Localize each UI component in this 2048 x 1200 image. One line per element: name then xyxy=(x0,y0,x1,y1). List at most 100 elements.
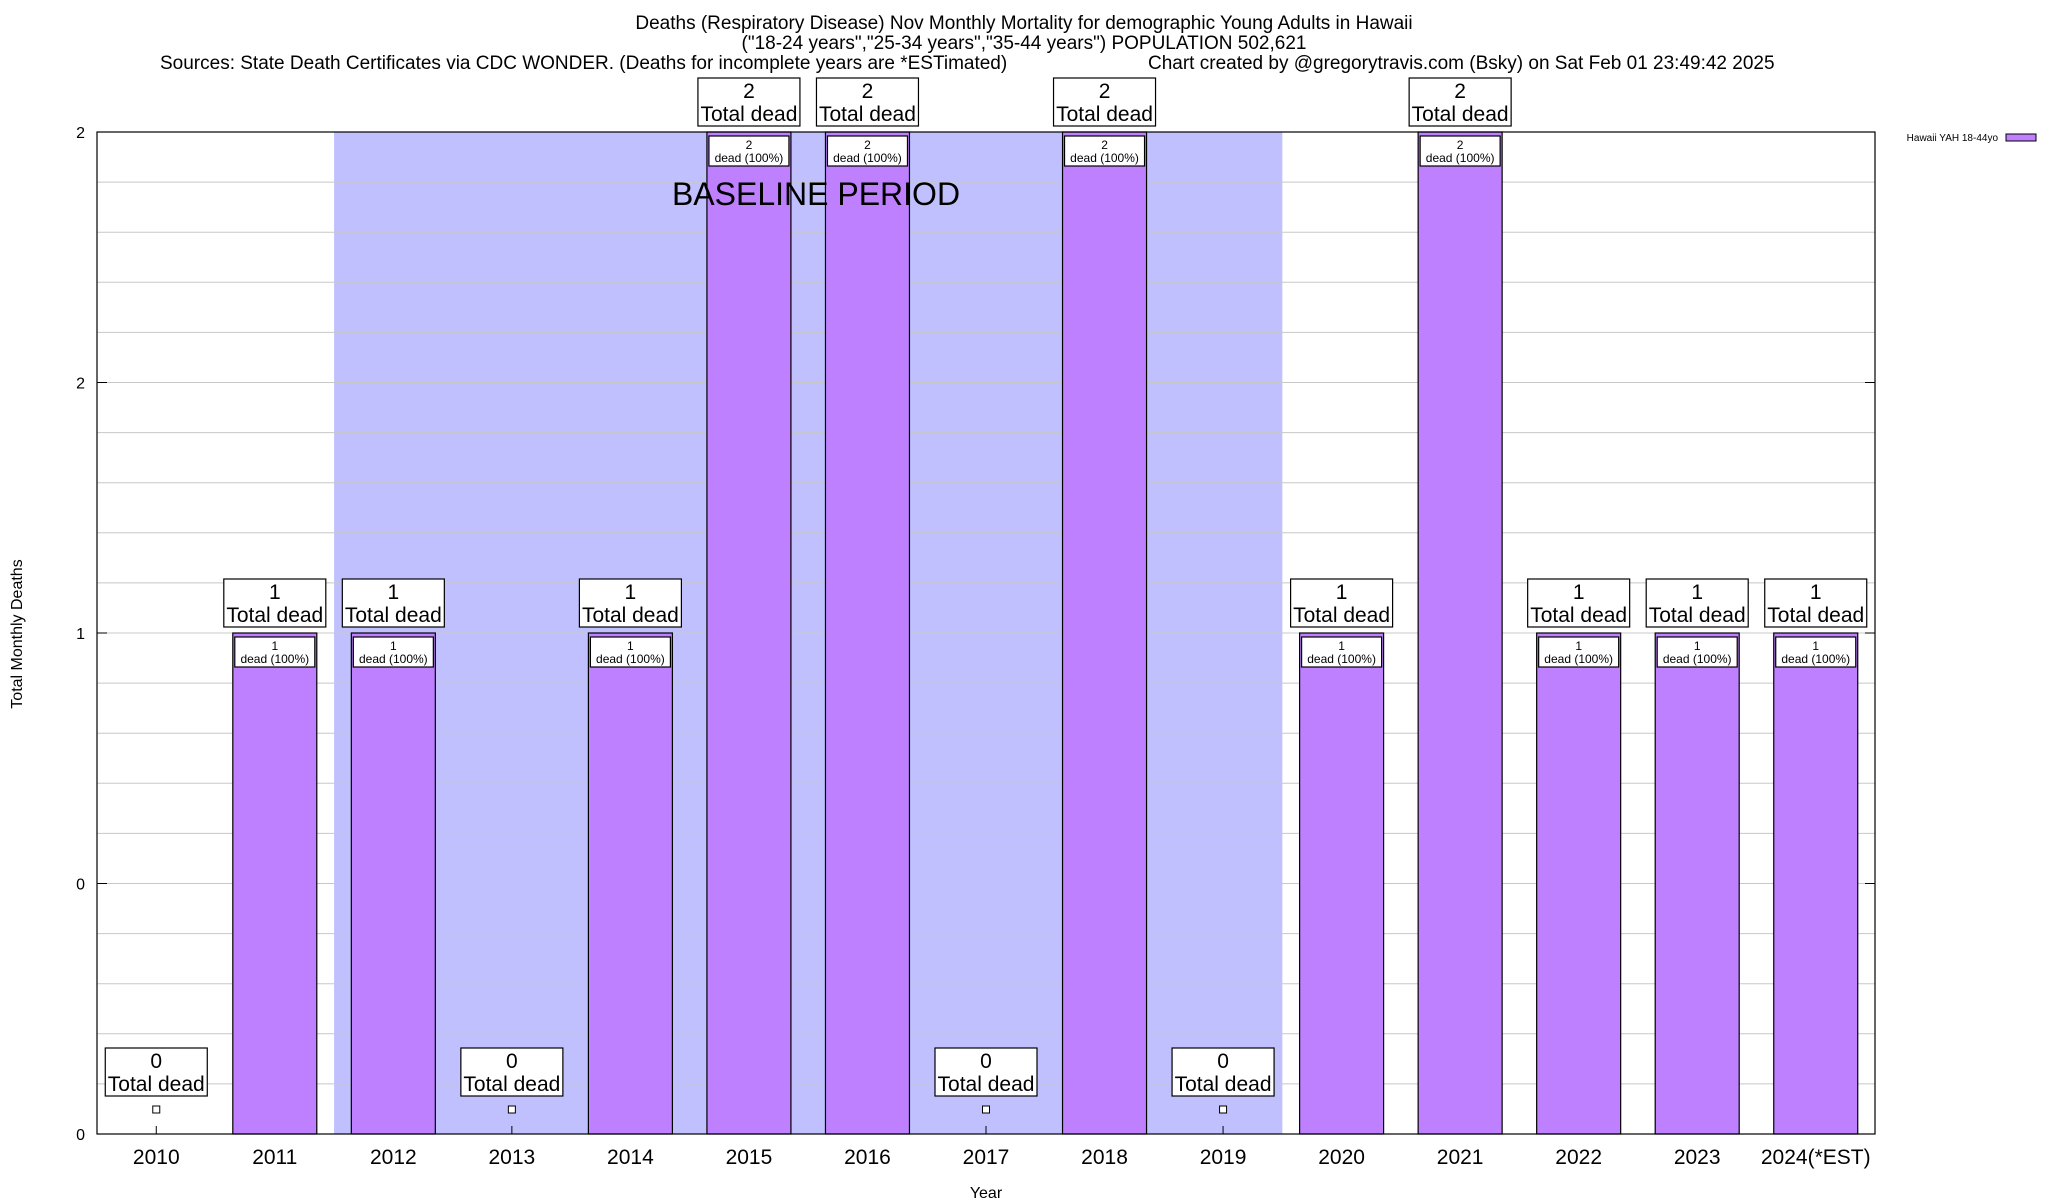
bar-inner-label: dead (100%) xyxy=(1663,652,1732,666)
bar-total-value: 2 xyxy=(1099,80,1111,103)
bar xyxy=(350,632,436,1135)
bar-inner-label-box xyxy=(234,636,316,668)
bar-total-value: 1 xyxy=(1573,581,1585,604)
bar-total-label: Total dead xyxy=(1767,604,1864,627)
bar-total-label-box xyxy=(1171,1047,1275,1097)
bar-total-label-box xyxy=(1527,578,1631,628)
bar-total-value: 1 xyxy=(625,581,637,604)
bar-inner-label: dead (100%) xyxy=(596,652,665,666)
bar-total-value: 0 xyxy=(150,1050,162,1073)
x-tick-label: 2018 xyxy=(1081,1146,1128,1169)
bar-total-value: 1 xyxy=(269,581,281,604)
bar-inner-count: 2 xyxy=(864,138,871,152)
bar-total-value: 0 xyxy=(506,1050,518,1073)
x-tick-label: 2019 xyxy=(1200,1146,1247,1169)
bar-inner-label-box xyxy=(1538,636,1620,668)
bar-total-label: Total dead xyxy=(1649,604,1746,627)
bar-total-label-box xyxy=(815,77,920,127)
bar xyxy=(587,632,674,1135)
x-tick-label: 2017 xyxy=(963,1146,1010,1169)
x-tick-label: 2012 xyxy=(370,1146,417,1169)
x-tick-label: 2020 xyxy=(1318,1146,1365,1169)
y-tick-label: 1 xyxy=(76,626,85,643)
bar-total-label: Total dead xyxy=(1175,1073,1272,1096)
bar-inner-label: dead (100%) xyxy=(1781,652,1850,666)
bar xyxy=(232,632,318,1135)
bar-inner-label: dead (100%) xyxy=(1426,151,1495,165)
bar-total-label: Total dead xyxy=(463,1073,560,1096)
baseline-period-label: BASELINE PERIOD xyxy=(672,176,960,212)
bar xyxy=(824,131,911,1135)
zero-value-marker xyxy=(152,1105,161,1114)
bar-total-label: Total dead xyxy=(700,103,797,126)
x-tick-label: 2014 xyxy=(607,1146,654,1169)
chart-credit: Chart created by @gregorytravis.com (Bsk… xyxy=(1148,53,1775,74)
bar-total-label-box xyxy=(934,1047,1038,1097)
legend-swatch xyxy=(2005,133,2037,142)
x-tick-label: 2021 xyxy=(1437,1146,1484,1169)
bar-total-label: Total dead xyxy=(345,604,442,627)
bar-total-value: 1 xyxy=(387,581,399,604)
bar-total-label: Total dead xyxy=(1412,103,1509,126)
x-tick-label: 2024(*EST) xyxy=(1761,1146,1871,1169)
bar-total-value: 0 xyxy=(1217,1050,1229,1073)
y-tick-label: 2 xyxy=(76,125,85,142)
zero-value-marker xyxy=(507,1105,516,1114)
bar-total-label: Total dead xyxy=(226,604,323,627)
bar-total-label: Total dead xyxy=(938,1073,1035,1096)
bar-inner-label: dead (100%) xyxy=(1307,652,1376,666)
bar-total-label-box xyxy=(460,1047,564,1097)
bar-inner-label-box xyxy=(708,135,790,167)
bar-inner-label: dead (100%) xyxy=(715,151,784,165)
bar-inner-count: 1 xyxy=(1812,639,1819,653)
bar xyxy=(706,131,792,1135)
bar-inner-count: 2 xyxy=(746,138,753,152)
bar-total-label-box xyxy=(104,1047,208,1097)
chart-sources: Sources: State Death Certificates via CD… xyxy=(160,53,1008,74)
x-tick-label: 2010 xyxy=(133,1146,180,1169)
bar xyxy=(1773,632,1859,1135)
x-axis-label: Year xyxy=(970,1185,1003,1200)
plot-border xyxy=(96,131,1876,1135)
bar-inner-label-box xyxy=(826,135,909,167)
zero-value-marker xyxy=(1219,1105,1228,1114)
bar xyxy=(1061,131,1148,1135)
bar-inner-count: 1 xyxy=(1338,639,1345,653)
bar-total-value: 1 xyxy=(1336,581,1348,604)
bar-total-value: 1 xyxy=(1810,581,1822,604)
bar-inner-label: dead (100%) xyxy=(359,652,428,666)
bar-inner-count: 1 xyxy=(390,639,397,653)
bar-total-label: Total dead xyxy=(582,604,679,627)
y-tick-label: 0 xyxy=(76,877,85,894)
bar-total-label-box xyxy=(1052,77,1157,127)
bar xyxy=(1536,632,1622,1135)
bar-inner-count: 1 xyxy=(1694,639,1701,653)
bar-total-label: Total dead xyxy=(819,103,916,126)
bar-total-value: 1 xyxy=(1691,581,1703,604)
bar-inner-label-box xyxy=(1775,636,1857,668)
y-tick-label: 0 xyxy=(76,1127,85,1144)
bar-inner-label-box xyxy=(589,636,672,668)
x-tick-label: 2022 xyxy=(1555,1146,1602,1169)
bar-inner-count: 1 xyxy=(627,639,634,653)
x-tick-label: 2023 xyxy=(1674,1146,1721,1169)
bar-inner-label: dead (100%) xyxy=(240,652,309,666)
bar-total-label-box xyxy=(223,578,327,628)
chart-subtitle: ("18-24 years","25-34 years","35-44 year… xyxy=(741,33,1307,54)
bar-total-label: Total dead xyxy=(1056,103,1153,126)
bar-inner-label: dead (100%) xyxy=(1544,652,1613,666)
bar-total-label: Total dead xyxy=(1293,604,1390,627)
bar-inner-label-box xyxy=(1656,636,1738,668)
bar-total-label-box xyxy=(578,578,683,628)
legend-label: Hawaii YAH 18-44yo xyxy=(1907,133,1999,144)
bar-total-label-box xyxy=(341,578,445,628)
bar-total-value: 0 xyxy=(980,1050,992,1073)
y-axis-label: Total Monthly Deaths xyxy=(9,559,26,708)
bar-inner-label: dead (100%) xyxy=(1070,151,1139,165)
bar-inner-label-box xyxy=(1419,135,1501,167)
x-tick-label: 2016 xyxy=(844,1146,891,1169)
bar-total-label-box xyxy=(697,77,801,127)
x-tick-label: 2015 xyxy=(726,1146,773,1169)
zero-value-marker xyxy=(982,1105,990,1114)
